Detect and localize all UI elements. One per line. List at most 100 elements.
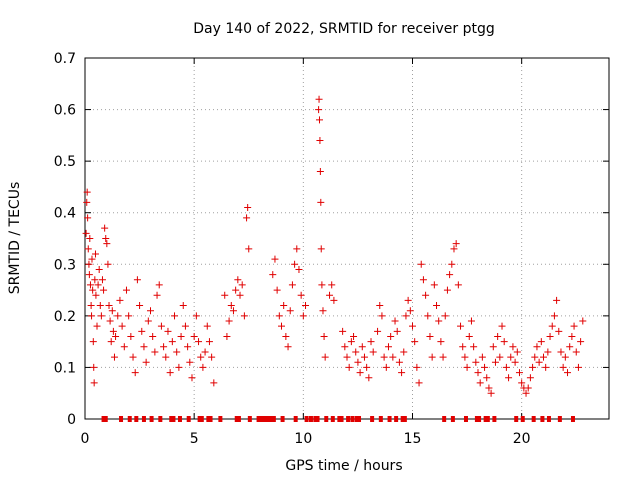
data-point (147, 307, 154, 315)
data-point (443, 286, 451, 294)
data-point (481, 363, 489, 371)
data-point (494, 332, 502, 340)
data-point (286, 307, 294, 315)
data-point (120, 343, 128, 351)
data-point (433, 302, 441, 310)
x-tick-label: 20 (513, 431, 531, 447)
data-point (129, 353, 137, 361)
data-point (470, 343, 478, 351)
data-point (339, 327, 347, 335)
gap-marker (263, 416, 268, 422)
data-point (435, 317, 443, 325)
gap-marker (520, 416, 525, 422)
data-point (502, 363, 510, 371)
data-point (476, 379, 484, 387)
data-point (367, 338, 375, 346)
data-point (297, 291, 305, 299)
data-point (465, 332, 473, 340)
gap-marker (267, 416, 272, 422)
x-tick-label: 0 (81, 431, 90, 447)
data-point (201, 348, 209, 356)
data-point (533, 343, 541, 351)
data-point (559, 363, 567, 371)
data-point (413, 363, 421, 371)
data-point (496, 353, 504, 361)
data-point (350, 332, 358, 340)
data-point (175, 363, 183, 371)
data-point (122, 286, 130, 294)
data-point (374, 327, 382, 335)
data-point (555, 327, 563, 335)
data-point (544, 348, 552, 356)
data-point (415, 379, 423, 387)
chart-title: Day 140 of 2022, SRMTID for receiver ptg… (193, 21, 495, 37)
data-point (89, 286, 97, 294)
y-tick-label: 0.2 (54, 309, 76, 325)
data-point (234, 276, 242, 284)
gap-marker (570, 416, 575, 422)
data-point (238, 281, 246, 289)
data-point (105, 302, 113, 310)
data-point (184, 343, 192, 351)
data-point (166, 369, 174, 377)
data-point (232, 286, 240, 294)
gap-marker (260, 416, 265, 422)
data-point (157, 322, 165, 330)
x-tick-label: 5 (190, 431, 199, 447)
gap-marker (197, 416, 202, 422)
data-point (553, 296, 561, 304)
data-point (197, 353, 205, 361)
gap-marker (158, 416, 163, 422)
data-points (82, 95, 587, 397)
data-point (548, 322, 556, 330)
y-tick-labels: 0 0.1 0.2 0.3 0.4 0.5 0.6 0.7 (54, 51, 76, 428)
data-point (299, 312, 307, 320)
gap-marker (350, 416, 355, 422)
data-point (94, 281, 102, 289)
grid (85, 58, 609, 419)
gap-marker (378, 416, 383, 422)
gap-marker (402, 416, 407, 422)
data-point (363, 363, 371, 371)
gap-marker (269, 416, 274, 422)
gap-marker (119, 416, 124, 422)
y-tick-label: 0.4 (54, 206, 76, 222)
data-point (422, 291, 430, 299)
data-point (192, 312, 200, 320)
plot-frame (84, 57, 610, 420)
data-point (491, 358, 499, 366)
data-point (472, 358, 480, 366)
gap-marker (514, 416, 519, 422)
data-point (85, 271, 93, 279)
data-point (522, 389, 530, 397)
data-point (83, 198, 91, 206)
data-point (84, 245, 92, 253)
data-point (85, 260, 93, 268)
gap-marker (141, 416, 146, 422)
data-point (398, 369, 406, 377)
data-point (155, 281, 163, 289)
data-point (203, 322, 211, 330)
data-point (171, 312, 179, 320)
gap-marker (339, 416, 344, 422)
data-point (448, 260, 456, 268)
data-point (529, 363, 537, 371)
data-point (100, 286, 108, 294)
gap-marker (315, 416, 320, 422)
data-point (144, 317, 152, 325)
gap-marker (149, 416, 154, 422)
data-point (341, 343, 349, 351)
data-point (542, 363, 550, 371)
data-point (177, 332, 185, 340)
data-point (227, 302, 235, 310)
data-point (245, 245, 253, 253)
data-point (389, 353, 397, 361)
gap-marker (531, 416, 536, 422)
gap-marker (236, 416, 241, 422)
data-point (511, 358, 519, 366)
data-point (195, 338, 203, 346)
data-point (463, 363, 471, 371)
data-point (89, 338, 97, 346)
data-point (419, 276, 427, 284)
data-point (140, 343, 148, 351)
